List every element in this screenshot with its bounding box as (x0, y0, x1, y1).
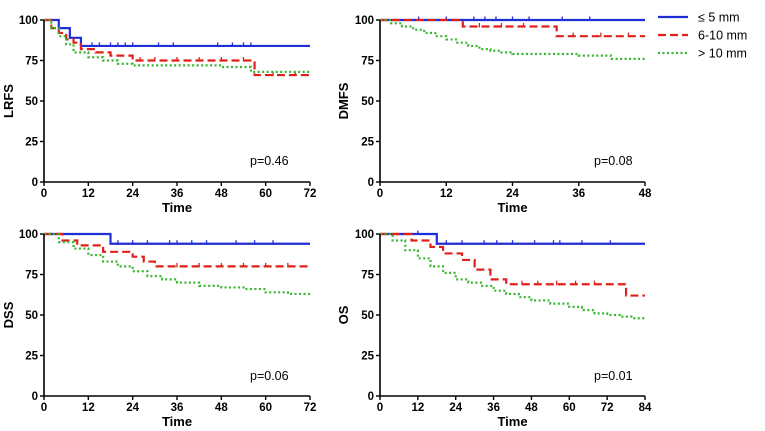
y-tick-label: 50 (25, 310, 38, 322)
x-tick-label: 72 (304, 188, 317, 200)
panel-os: 0 25 50 75 100 0 12 24 36 48 60 72 84 Time OS p=0.01 (336, 229, 652, 429)
series-line-mid (44, 18, 310, 77)
x-tick-label: 84 (639, 402, 652, 414)
y-tick-label: 25 (361, 351, 374, 363)
series-line-le5 (44, 232, 310, 245)
x-tick-label: 24 (506, 188, 519, 200)
y-axis-title: OS (336, 305, 351, 324)
x-tick-label: 36 (487, 402, 500, 414)
x-tick-label: 72 (601, 402, 614, 414)
y-tick-label: 25 (361, 137, 374, 149)
x-tick-label: 0 (377, 188, 383, 200)
legend-label-gt10: > 10 mm (698, 47, 747, 61)
x-tick-label: 48 (639, 188, 652, 200)
x-tick-label: 24 (126, 402, 139, 414)
x-tick-label: 36 (171, 188, 184, 200)
y-tick-label: 100 (19, 229, 38, 241)
series-line-mid (380, 18, 645, 38)
y-axis-title: DSS (1, 301, 16, 328)
y-tick-label: 25 (25, 351, 38, 363)
series-line-gt10 (380, 18, 645, 60)
y-axis-title: LRFS (1, 84, 16, 118)
y-tick-label: 0 (368, 177, 374, 189)
y-tick-label: 50 (361, 310, 374, 322)
series-line-mid (380, 232, 645, 297)
x-tick-label: 36 (572, 188, 585, 200)
series-line-gt10 (380, 232, 645, 320)
series-line-le5 (44, 18, 310, 48)
x-tick-label: 12 (411, 402, 424, 414)
panel-dmfs: 0 25 50 75 100 0 12 24 36 48 Time DMFS p=0.08 (336, 15, 652, 215)
x-tick-label: 12 (82, 188, 95, 200)
x-tick-label: 12 (440, 188, 453, 200)
series-line-mid (44, 232, 310, 268)
x-tick-label: 24 (126, 188, 139, 200)
panel-lrfs: 0 25 50 75 100 0 12 24 36 48 60 72 Time LRFS p=0.46 (1, 15, 316, 215)
legend-label-le5: ≤ 5 mm (698, 11, 740, 25)
y-tick-label: 50 (361, 96, 374, 108)
y-tick-label: 75 (361, 56, 374, 68)
x-tick-label: 12 (82, 402, 95, 414)
y-tick-label: 100 (355, 229, 374, 241)
x-tick-label: 60 (259, 188, 272, 200)
x-tick-label: 72 (304, 402, 317, 414)
p-value-annotation: p=0.01 (594, 369, 633, 383)
x-tick-label: 60 (259, 402, 272, 414)
y-tick-label: 75 (25, 56, 38, 68)
legend-label-mid: 6-10 mm (698, 29, 747, 43)
y-tick-label: 100 (355, 15, 374, 27)
x-axis-title: Time (497, 200, 527, 215)
x-tick-label: 36 (171, 402, 184, 414)
p-value-annotation: p=0.08 (594, 154, 633, 168)
y-tick-label: 0 (32, 177, 38, 189)
x-tick-label: 0 (377, 402, 383, 414)
x-tick-label: 24 (449, 402, 462, 414)
x-tick-label: 48 (215, 188, 228, 200)
y-tick-label: 100 (19, 15, 38, 27)
x-tick-label: 0 (41, 188, 47, 200)
x-tick-label: 0 (41, 402, 47, 414)
y-tick-label: 0 (368, 391, 374, 403)
y-tick-label: 50 (25, 96, 38, 108)
y-tick-label: 25 (25, 137, 38, 149)
y-tick-label: 0 (32, 391, 38, 403)
x-tick-label: 48 (215, 402, 228, 414)
p-value-annotation: p=0.46 (250, 154, 289, 168)
y-tick-label: 75 (361, 270, 374, 282)
x-axis-title: Time (162, 200, 192, 215)
x-tick-label: 48 (525, 402, 538, 414)
x-axis-title: Time (497, 414, 527, 429)
panel-dss: 0 25 50 75 100 0 12 24 36 48 60 72 Time DSS p=0.06 (1, 229, 316, 429)
series-line-gt10 (44, 232, 310, 296)
y-axis-title: DMFS (336, 82, 351, 119)
p-value-annotation: p=0.06 (250, 369, 289, 383)
legend: ≤ 5 mm 6-10 mm > 10 mm (658, 11, 747, 61)
y-tick-label: 75 (25, 270, 38, 282)
x-axis-title: Time (162, 414, 192, 429)
x-tick-label: 60 (563, 402, 576, 414)
